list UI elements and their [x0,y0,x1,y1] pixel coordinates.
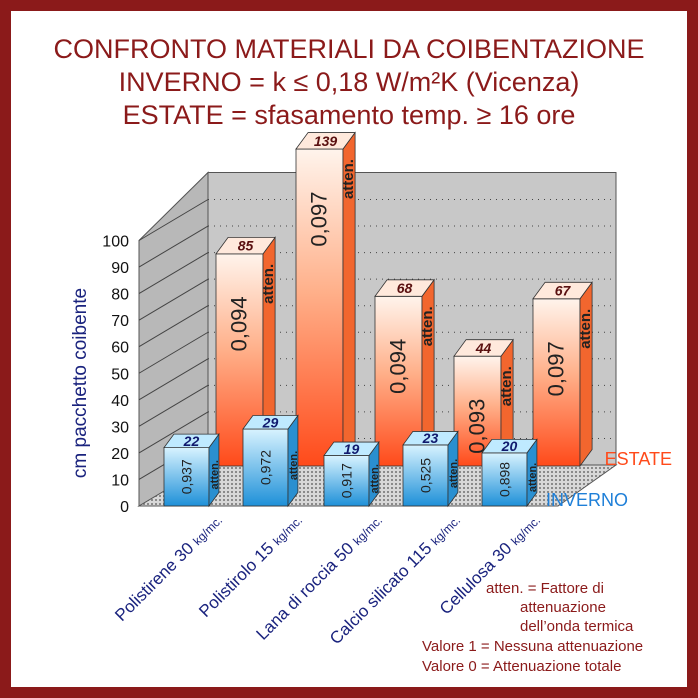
inverno-value-label: 20 [501,438,518,454]
estate-value-label: 44 [475,340,492,356]
estate-bar-front [295,148,344,467]
inverno-bar-top [323,441,380,456]
category-label-unit: kg/mc. [190,513,225,548]
estate-bar-top [532,281,593,300]
estate-bar: 139 0,097 atten. [295,131,357,468]
inverno-bar: 29 0,972 atten. [242,414,300,508]
title-line-1: CONFRONTO MATERIALI DA COIBENTAZIONE [53,34,644,64]
estate-bar-top [453,339,514,357]
inverno-atten-value: 0,898 [497,462,513,497]
estate-bars: 850,094atten.1390,097atten.680,094atten.… [215,131,594,468]
note-line-4: Valore 1 = Nessuna attenuazione [422,638,643,655]
category-labels: Polistirene 30 kg/mc.Polistirolo 15 kg/m… [111,510,543,648]
grid-side-5 [138,331,209,374]
grid-side-6 [138,305,209,348]
estate-bar-top [215,236,276,255]
inverno-value-label: 22 [183,433,200,449]
y-tick-label: 90 [111,260,129,277]
estate-value-label: 68 [397,280,413,296]
grid-side-2 [138,411,209,454]
estate-value-label: 85 [238,238,254,254]
estate-atten-value: 0,094 [386,339,411,394]
inverno-value-label: 19 [344,441,360,457]
inverno-bar: 23 0,525 atten. [402,430,460,508]
estate-atten-label: atten. [498,366,515,406]
inverno-atten-label: atten. [288,451,300,480]
inverno-atten-label: atten. [448,459,460,488]
estate-bar: 68 0,094 atten. [374,278,436,468]
estate-bar: 67 0,097 atten. [532,281,594,468]
note-line-3: dell’onda termica [520,618,634,635]
category-label-unit: kg/mc. [270,513,305,548]
note-line-5: Valore 0 = Attenuazione totale [422,658,621,675]
estate-atten-value: 0,094 [227,296,252,351]
inverno-value-label: 29 [262,414,279,430]
inverno-bar-front [402,444,449,507]
estate-atten-label: atten. [577,309,594,349]
estate-atten-value: 0,097 [544,341,569,396]
inverno-bar-top [481,438,538,454]
inverno-bar: 20 0,898 atten. [481,438,539,508]
inverno-atten-label: atten. [209,460,221,489]
inverno-bar-front [323,455,370,507]
inverno-atten-value: 0,917 [339,463,355,498]
grid-side-3 [138,384,209,427]
category-label-unit: kg/mc. [508,513,543,548]
inverno-bars: 220,937 atten.290,972 atten.190,917 atten.2… [163,414,539,508]
inverno-atten-value: 0,937 [179,459,195,494]
y-tick-label: 20 [111,446,129,463]
series-label-inverno: INVERNO [546,490,628,510]
note-line-1: atten. = Fattore di [486,580,604,597]
category-label-main: Cellulosa 30 [436,535,519,618]
legend-notes: atten. = Fattore di attenuazione dell’on… [422,580,643,675]
estate-atten-value: 0,093 [465,399,490,454]
category-label: Calcio silicato 115 kg/mc. [326,510,464,648]
estate-value-label: 139 [314,133,338,149]
grid-side-8 [138,252,209,295]
inverno-bar: 22 0,937 atten. [163,433,221,508]
grid-side-4 [138,358,209,401]
inverno-value-label: 23 [422,430,439,446]
title-line-3: ESTATE = sfasamento temp. ≥ 16 ore [123,100,576,130]
y-tick-label: 40 [111,393,129,410]
estate-bar-front [532,298,581,467]
grid-side-10 [138,199,209,241]
series-label-estate: ESTATE [605,449,672,469]
estate-atten-label: atten. [419,306,436,346]
estate-bar-top [295,132,356,150]
grid-side-7 [138,278,209,321]
estate-atten-value: 0,097 [307,192,332,247]
grid-side-9 [138,225,209,268]
insulation-chart: CONFRONTO MATERIALI DA COIBENTAZIONE INV… [53,34,672,675]
y-tick-label: 80 [111,287,129,304]
title-line-2: INVERNO = k ≤ 0,18 W/m²K (Vicenza) [119,67,580,97]
category-label-main: Polistirene 30 [111,535,201,625]
inverno-atten-value: 0,972 [258,450,274,485]
y-tick-label: 0 [120,499,129,516]
y-tick-label: 10 [111,472,129,489]
inverno-bar-top [163,433,220,448]
note-line-2: attenuazione [520,599,606,616]
y-tick-label: 30 [111,419,129,436]
chart-frame: CONFRONTO MATERIALI DA COIBENTAZIONE INV… [11,11,687,687]
category-label-unit: kg/mc. [350,513,385,548]
inverno-atten-label: atten. [527,463,539,492]
y-tick-label: 60 [111,340,129,357]
inverno-bar: 19 0,917 atten. [323,441,381,508]
inverno-bar-top [402,431,459,446]
estate-value-label: 67 [555,283,572,299]
y-tick-label: 100 [102,234,129,251]
y-tick-label: 70 [111,313,129,330]
category-label-unit: kg/mc. [428,513,463,548]
y-tick-label: 50 [111,366,129,383]
inverno-bar-top [242,415,299,430]
inverno-atten-value: 0,525 [418,458,434,493]
estate-bar-top [374,279,435,297]
estate-atten-label: atten. [260,264,277,304]
category-label: Lana di roccia 50 kg/mc. [253,510,386,643]
category-label-main: Polistirolo 15 [195,535,281,621]
estate-atten-label: atten. [340,159,357,199]
y-axis-title: cm pacchetto coibente [70,288,91,478]
inverno-atten-label: atten. [369,464,381,493]
